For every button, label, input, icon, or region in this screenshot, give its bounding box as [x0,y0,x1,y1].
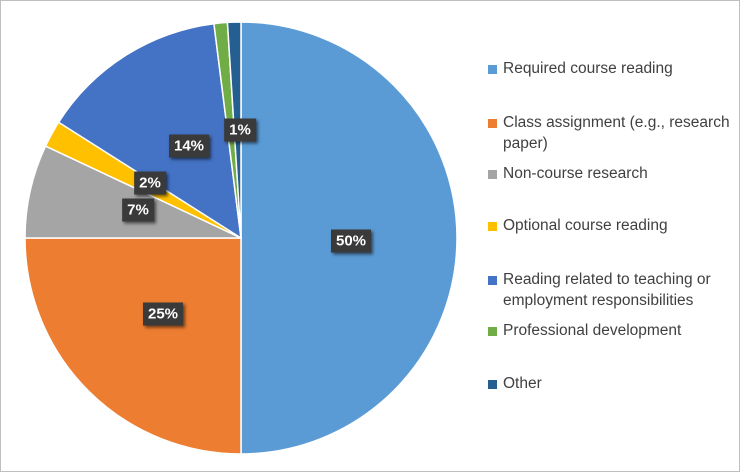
legend: Required course reading Class assignment … [488,1,733,471]
pie-slice-5 [57,22,242,240]
legend-label: Professional development [503,322,682,339]
data-label-6: 1% [224,118,256,142]
data-label-5: 14% [168,134,210,158]
legend-item-3: Non-course research [488,163,733,184]
legend-swatch [488,222,497,231]
legend-label: Class assignment (e.g., research paper) [503,114,730,152]
legend-swatch [488,119,497,128]
legend-label: Other [503,375,542,392]
legend-label: Non-course research [503,165,648,182]
legend-item-4: Optional course reading [488,215,733,236]
legend-item-2: Class assignment (e.g., research paper) [488,112,733,154]
legend-item-1: Required course reading [488,58,733,79]
legend-swatch [488,380,497,389]
legend-swatch [488,327,497,336]
legend-item-6: Professional development [488,320,733,341]
legend-swatch [488,170,497,179]
legend-label: Required course reading [503,60,673,77]
data-label-4: 2% [134,171,166,195]
pie-slice-2 [24,237,242,455]
data-label-2: 25% [142,302,184,326]
data-label-1: 50% [330,229,372,253]
legend-item-7: Other [488,373,733,394]
data-label-3: 7% [122,198,154,222]
legend-swatch [488,276,497,285]
legend-label: Reading related to teaching or employmen… [503,271,711,309]
legend-item-5: Reading related to teaching or employmen… [488,269,733,311]
legend-label: Optional course reading [503,217,668,234]
legend-swatch [488,65,497,74]
